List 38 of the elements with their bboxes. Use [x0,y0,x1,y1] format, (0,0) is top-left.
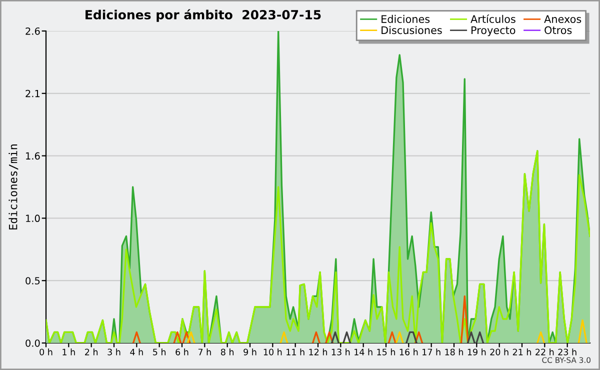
y-tick-label: 1.0 [26,214,40,222]
y-tick-label: 0.5 [26,277,40,284]
x-tick-label: 21 h [512,348,531,356]
legend-label: Discusiones [382,26,442,34]
x-tick-label: 7 h [198,348,211,356]
legend-label: Otros [544,26,572,34]
x-tick-label: 8 h [220,348,234,356]
x-tick-label: 23 h [558,348,576,356]
x-tick-label: 19 h [468,348,486,356]
x-tick-label: 9 h [244,348,256,356]
x-tick-label: 4 h [130,348,143,356]
legend-label: Anexos [544,15,582,23]
y-tick-label: 0.0 [26,339,40,347]
x-tick-label: 15 h [377,348,395,356]
x-tick-label: 1 h [62,348,75,356]
y-axis-title: Ediciones/min [8,144,18,230]
x-tick-label: 20 h [490,348,508,356]
x-tick-label: 13 h [332,348,350,356]
chart-title: Ediciones por ámbito 2023-07-15 [86,9,321,22]
legend-label: Artículos [470,14,516,23]
x-tick-label: 0 h [40,348,52,356]
x-tick-label: 2 h [85,348,98,356]
x-tick-label: 22 h [536,348,554,356]
x-tick-label: 6 h [176,348,188,356]
x-tick-label: 10 h [264,348,282,356]
legend-label: Proyecto [472,26,516,36]
x-tick-label: 11 h [286,348,304,356]
y-tick-label: 2.6 [26,27,40,35]
y-tick-label: 2.1 [26,90,40,98]
x-tick-label: 14 h [354,348,372,356]
y-tick-label: 1.6 [26,152,40,160]
x-tick-label: 18 h [445,348,463,356]
x-tick-label: 5 h [153,348,166,356]
legend-label: Ediciones [382,14,430,23]
x-tick-label: 16 h [400,348,418,356]
x-tick-label: 12 h [309,348,327,356]
x-tick-label: 3 h [108,348,120,356]
x-tick-label: 17 h [422,348,440,356]
